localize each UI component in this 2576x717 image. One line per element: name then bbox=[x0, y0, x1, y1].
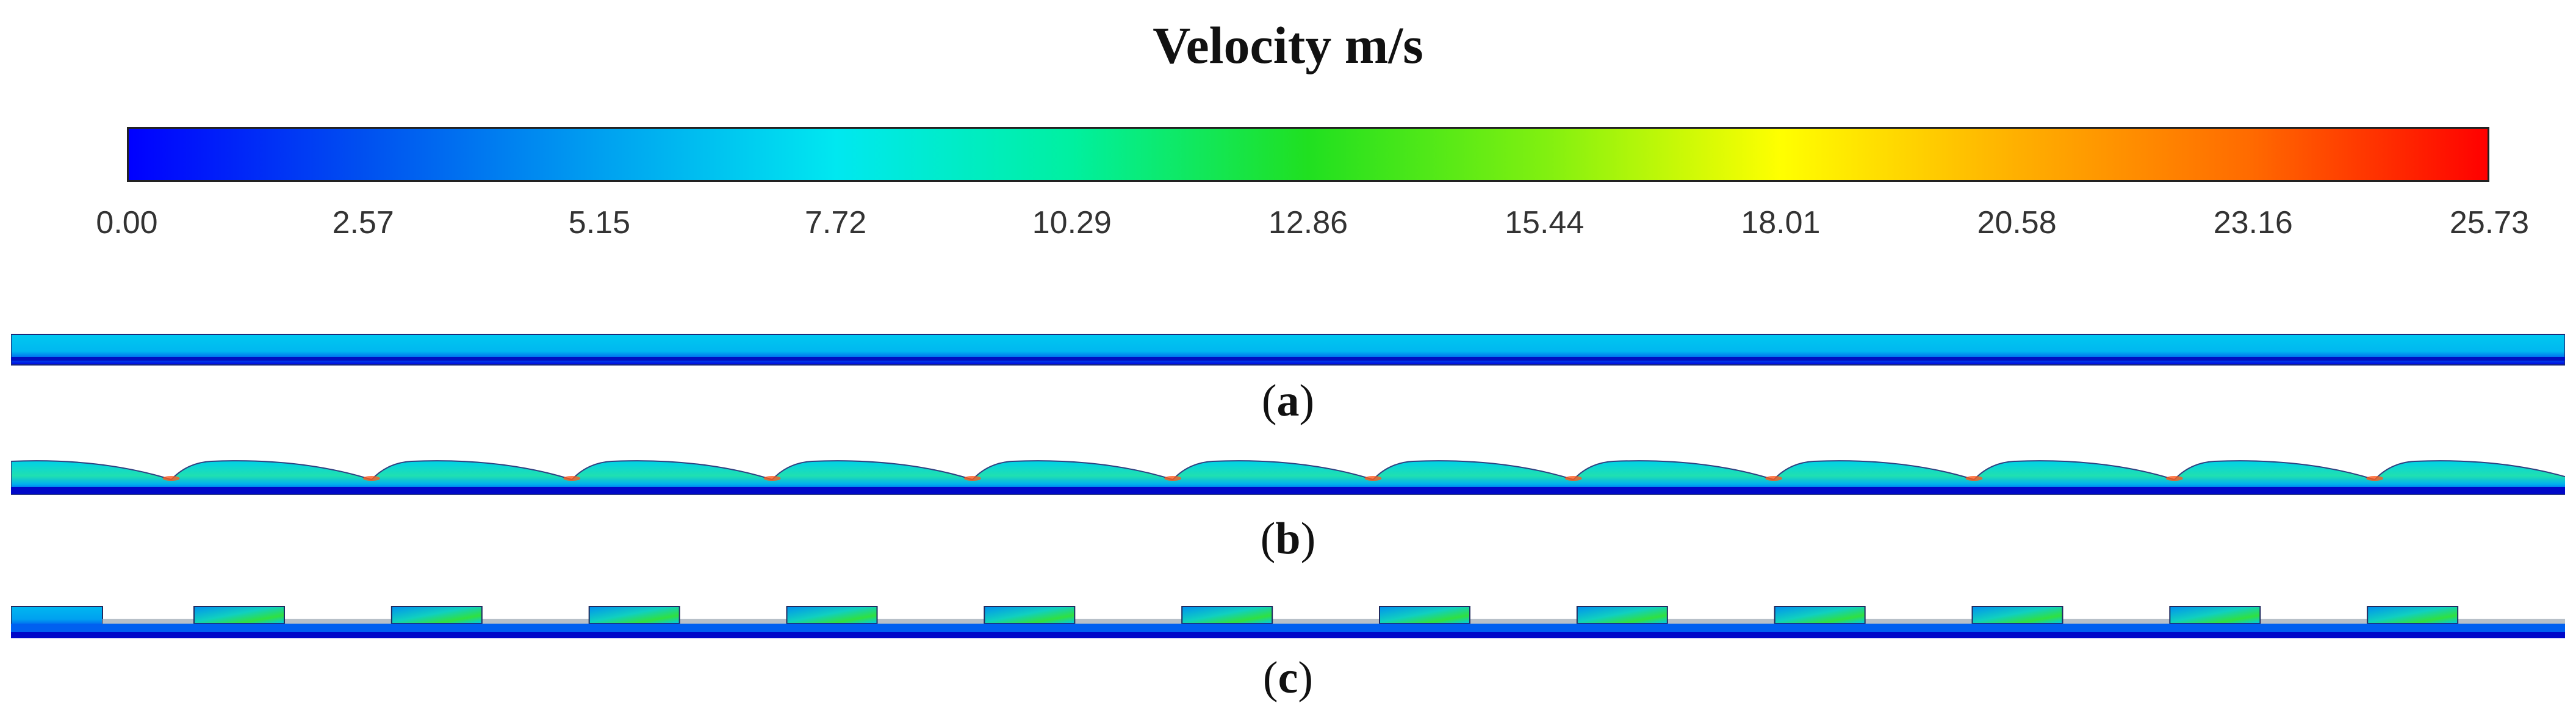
trough-highlight bbox=[162, 476, 180, 481]
panel-c-graphic bbox=[11, 606, 2565, 638]
trough-highlight bbox=[2165, 476, 2183, 481]
near-wall-flow bbox=[11, 624, 2565, 632]
rib-element bbox=[1379, 606, 1470, 624]
panel-c-label: c bbox=[1278, 653, 1298, 703]
rib-element bbox=[588, 606, 680, 624]
rib-element bbox=[1181, 606, 1273, 624]
panel-b-graphic bbox=[11, 460, 2565, 495]
trough-highlight bbox=[563, 476, 581, 481]
colorbar-ticks: 0.00 2.57 5.15 7.72 10.29 12.86 15.44 18.01 20.5… bbox=[96, 204, 2529, 247]
rib-element bbox=[2367, 606, 2459, 624]
colorbar-tick-label: 25.73 bbox=[2449, 205, 2530, 240]
panel-a-contour bbox=[11, 330, 2565, 366]
trough-highlight bbox=[1164, 476, 1182, 481]
panel-c-caption: (c) bbox=[1262, 653, 1314, 703]
rib-element bbox=[1774, 606, 1866, 624]
rib-element bbox=[786, 606, 878, 624]
rib-gap-band bbox=[103, 619, 2565, 624]
colorbar-tick-label: 23.16 bbox=[2213, 205, 2293, 240]
trough-highlight bbox=[1364, 476, 1382, 481]
trough-highlight bbox=[763, 476, 781, 481]
trough-highlight bbox=[362, 476, 380, 481]
colorbar-tick-label: 10.29 bbox=[1032, 205, 1112, 240]
rib-element bbox=[193, 606, 285, 624]
colorbar-tick-label: 18.01 bbox=[1741, 205, 1821, 240]
colorbar-tick-label: 0.00 bbox=[96, 205, 158, 240]
colorbar-tick-label: 12.86 bbox=[1268, 205, 1348, 240]
panel-c-contour bbox=[11, 603, 2565, 640]
colorbar-tick-label: 20.58 bbox=[1977, 205, 2057, 240]
trough-highlight bbox=[1765, 476, 1783, 481]
colorbar-tick-label: 2.57 bbox=[332, 205, 394, 240]
trough-highlight bbox=[2366, 476, 2384, 481]
trough-highlight bbox=[1965, 476, 1983, 481]
panel-b-caption: (b) bbox=[1260, 514, 1316, 564]
panel-a-caption: (a) bbox=[1261, 376, 1315, 426]
wavy-flow-field bbox=[11, 460, 2565, 495]
colorbar-tick-label: 5.15 bbox=[568, 205, 630, 240]
trough-highlight bbox=[1564, 476, 1582, 481]
rib-element bbox=[1971, 606, 2063, 624]
panel-a-label: a bbox=[1276, 376, 1300, 426]
panel-b-label: b bbox=[1275, 514, 1301, 564]
colorbar-tick-label: 7.72 bbox=[804, 205, 867, 240]
panel-b-contour bbox=[11, 456, 2565, 499]
rib-element bbox=[2169, 606, 2261, 624]
colorbar-tick-label: 15.44 bbox=[1505, 205, 1585, 240]
channel-bottom-wall bbox=[11, 632, 2565, 638]
panel-a-graphic bbox=[11, 334, 2565, 366]
rib-element bbox=[390, 606, 483, 624]
channel-bottom-wall bbox=[11, 487, 2565, 494]
figure-title: Velocity m/s bbox=[1153, 16, 1423, 74]
rib-element bbox=[1576, 606, 1668, 624]
trough-highlight bbox=[963, 476, 981, 481]
velocity-colorbar bbox=[127, 127, 2489, 182]
rib-element bbox=[984, 606, 1076, 624]
